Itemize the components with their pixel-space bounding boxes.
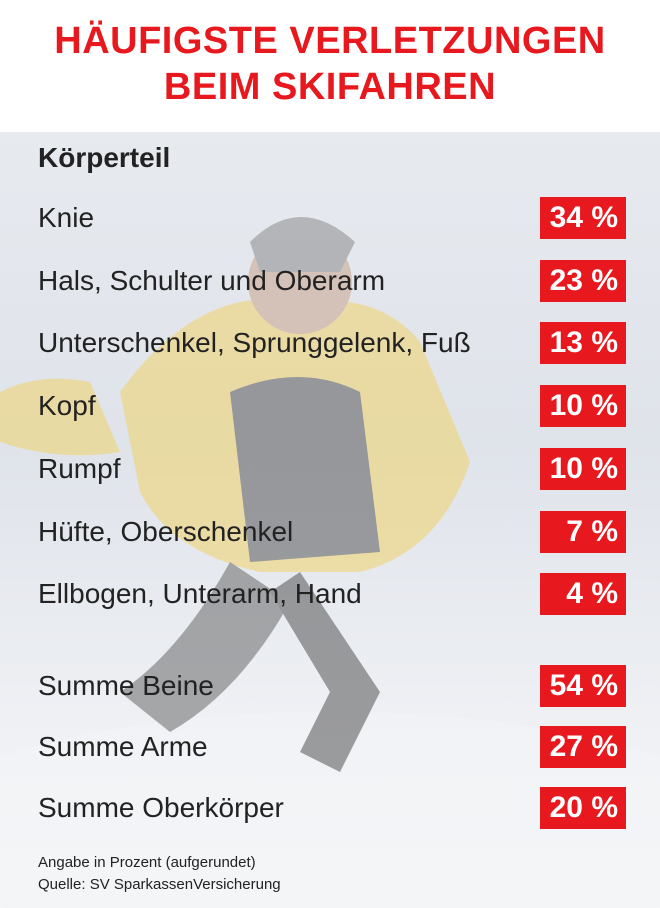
- column-header: Körperteil: [38, 142, 171, 173]
- summary_rows-value-badge: 54 %: [540, 665, 626, 707]
- footnote-source: Quelle: SV SparkassenVersicherung: [38, 876, 281, 893]
- rows-value-badge: 13 %: [540, 322, 626, 364]
- rows-label: Hüfte, Oberschenkel: [38, 516, 294, 547]
- summary_rows-value-badge: 27 %: [540, 726, 626, 768]
- summary_rows-label: Summe Beine: [38, 670, 214, 701]
- rows-value-badge: 23 %: [540, 260, 626, 302]
- rows-label: Hals, Schulter und Oberarm: [38, 265, 386, 296]
- rows-label: Unterschenkel, Sprunggelenk, Fuß: [38, 327, 471, 358]
- skier-photo: [0, 217, 660, 908]
- rows-value-badge: 34 %: [540, 197, 626, 239]
- footnote-note: Angabe in Prozent (aufgerundet): [38, 854, 256, 871]
- summary_rows-value-badge: 20 %: [540, 787, 626, 829]
- title-line-2: BEIM SKIFAHREN: [163, 66, 497, 108]
- rows-label: Ellbogen, Unterarm, Hand: [38, 578, 362, 609]
- rows-label: Kopf: [38, 390, 96, 421]
- title-line-1: HÄUFIGSTE VERLETZUNGEN: [54, 20, 606, 62]
- rows-value-badge: 10 %: [540, 385, 626, 427]
- rows-value-badge: 7 %: [540, 511, 626, 553]
- rows-label: Knie: [38, 202, 95, 233]
- rows-value-badge: 4 %: [540, 573, 626, 615]
- rows-label: Rumpf: [38, 453, 121, 484]
- summary_rows-label: Summe Arme: [38, 731, 208, 762]
- summary_rows-label: Summe Oberkörper: [38, 792, 284, 823]
- chart-title: HÄUFIGSTE VERLETZUNGEN BEIM SKIFAHREN: [0, 18, 660, 110]
- rows-value-badge: 10 %: [540, 448, 626, 490]
